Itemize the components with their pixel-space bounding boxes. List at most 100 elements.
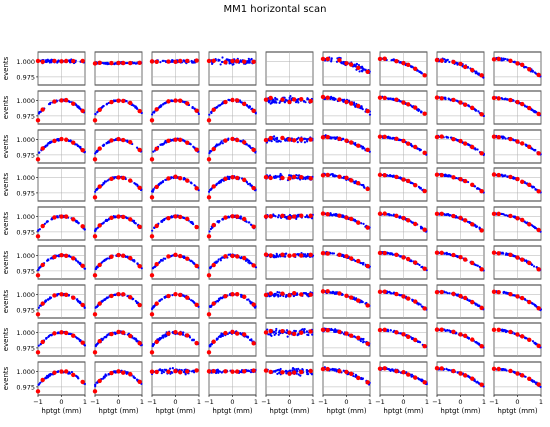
data-point-red bbox=[242, 59, 247, 64]
data-point-red bbox=[121, 214, 126, 220]
data-point-red bbox=[308, 98, 313, 104]
data-point-blue bbox=[443, 58, 446, 61]
data-point-red bbox=[520, 217, 525, 223]
data-point-red bbox=[211, 146, 216, 152]
data-point-red bbox=[299, 97, 304, 102]
data-point-red bbox=[491, 250, 497, 255]
data-point-red bbox=[35, 273, 41, 278]
data-point-blue bbox=[248, 182, 252, 185]
data-point-blue bbox=[50, 140, 53, 143]
data-point-red bbox=[40, 107, 45, 112]
data-point-red bbox=[280, 252, 285, 257]
data-point-red bbox=[463, 257, 468, 262]
data-point-red bbox=[185, 256, 190, 261]
data-point-red bbox=[280, 291, 285, 296]
data-point-red bbox=[479, 228, 484, 233]
data-point-blue bbox=[330, 213, 333, 217]
data-point-red bbox=[166, 215, 171, 221]
data-point-blue bbox=[105, 61, 109, 64]
data-point-blue bbox=[502, 57, 505, 60]
data-point-red bbox=[92, 312, 98, 317]
data-point-red bbox=[356, 103, 361, 109]
data-point-red bbox=[439, 58, 444, 63]
data-point-blue bbox=[306, 252, 309, 256]
data-point-red bbox=[536, 72, 541, 78]
data-point-blue bbox=[360, 105, 363, 108]
data-point-blue bbox=[103, 298, 106, 302]
data-point-blue bbox=[94, 188, 98, 192]
data-point-blue bbox=[76, 221, 80, 224]
y-tick-label: 1.000 bbox=[16, 252, 35, 260]
data-point-blue bbox=[126, 295, 129, 298]
data-point-blue bbox=[160, 258, 163, 262]
data-point-blue bbox=[113, 62, 116, 65]
data-point-red bbox=[479, 151, 484, 156]
data-point-red bbox=[178, 137, 183, 143]
data-point-red bbox=[451, 213, 456, 219]
data-point-red bbox=[337, 174, 342, 179]
data-point-blue bbox=[226, 58, 229, 61]
data-point-red bbox=[251, 185, 256, 191]
data-point-blue bbox=[106, 257, 109, 260]
data-point-red bbox=[422, 188, 427, 194]
data-point-blue bbox=[275, 255, 278, 258]
data-point-blue bbox=[277, 255, 280, 258]
data-point-red bbox=[292, 290, 297, 296]
data-point-red bbox=[35, 58, 41, 64]
data-point-red bbox=[166, 59, 171, 64]
data-point-blue bbox=[248, 60, 251, 63]
data-point-red bbox=[59, 253, 64, 258]
data-point-red bbox=[365, 186, 370, 192]
data-point-blue bbox=[192, 222, 195, 226]
data-point-blue bbox=[163, 102, 166, 105]
data-point-red bbox=[178, 98, 183, 103]
data-point-red bbox=[206, 312, 212, 317]
data-point-blue bbox=[305, 215, 308, 218]
data-point-blue bbox=[37, 268, 40, 271]
data-point-red bbox=[413, 66, 418, 71]
data-point-blue bbox=[217, 181, 220, 184]
data-point-red bbox=[211, 301, 216, 306]
data-point-red bbox=[458, 215, 463, 221]
data-point-red bbox=[508, 174, 513, 180]
data-point-red bbox=[287, 253, 292, 258]
data-point-red bbox=[491, 211, 497, 217]
data-point-blue bbox=[476, 72, 479, 75]
data-point-blue bbox=[228, 176, 231, 179]
data-point-blue bbox=[132, 259, 135, 262]
data-point-blue bbox=[210, 150, 213, 153]
data-point-blue bbox=[170, 138, 174, 142]
data-point-red bbox=[422, 306, 427, 311]
data-point-red bbox=[154, 146, 159, 151]
data-point-red bbox=[308, 292, 313, 297]
data-point-red bbox=[344, 61, 349, 66]
data-point-blue bbox=[501, 212, 504, 216]
data-point-blue bbox=[135, 107, 138, 110]
data-point-red bbox=[185, 58, 190, 64]
data-point-blue bbox=[102, 144, 105, 147]
data-point-blue bbox=[209, 227, 213, 231]
data-point-blue bbox=[162, 218, 166, 222]
data-point-red bbox=[149, 234, 155, 239]
data-point-blue bbox=[500, 96, 503, 100]
data-point-blue bbox=[221, 256, 224, 259]
data-point-blue bbox=[284, 139, 287, 142]
data-point-red bbox=[80, 108, 85, 114]
data-point-red bbox=[206, 58, 212, 64]
data-point-blue bbox=[191, 299, 194, 302]
data-point-blue bbox=[132, 62, 135, 65]
data-point-red bbox=[382, 173, 387, 178]
data-point-red bbox=[349, 62, 354, 67]
data-point-red bbox=[63, 292, 69, 298]
data-point-blue bbox=[455, 254, 458, 258]
data-point-red bbox=[463, 102, 468, 107]
data-point-blue bbox=[420, 72, 423, 75]
data-point-blue bbox=[220, 60, 224, 64]
data-point-red bbox=[434, 250, 440, 255]
data-point-red bbox=[242, 216, 247, 222]
data-point-blue bbox=[105, 219, 108, 222]
data-point-red bbox=[52, 99, 57, 104]
data-point-blue bbox=[83, 228, 86, 231]
data-point-blue bbox=[95, 305, 98, 309]
